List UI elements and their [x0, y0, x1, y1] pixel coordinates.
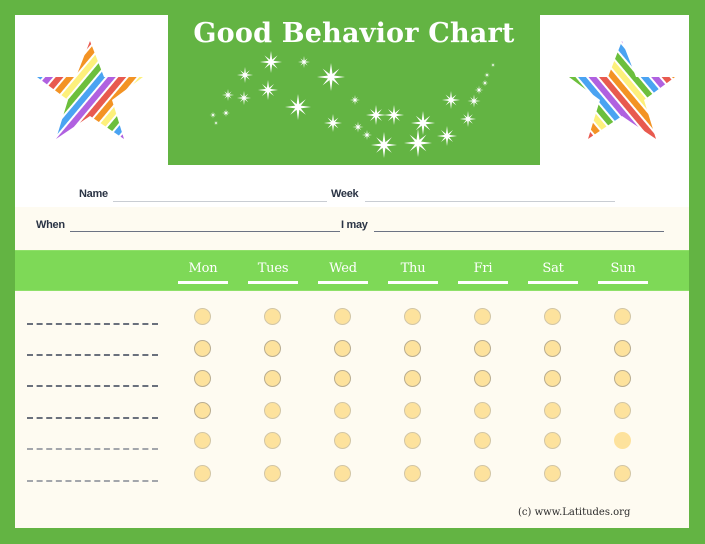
name-label: Name [79, 188, 108, 200]
check-circle[interactable] [474, 370, 491, 387]
day-underline [598, 281, 648, 284]
check-circle[interactable] [404, 370, 421, 387]
day-underline [458, 281, 508, 284]
day-underline [248, 281, 298, 284]
check-circle[interactable] [334, 432, 351, 449]
behavior-field-2[interactable] [27, 354, 158, 356]
when-i-may-row: When I may [15, 207, 689, 250]
check-circle[interactable] [334, 308, 351, 325]
check-circle[interactable] [544, 465, 561, 482]
check-circle[interactable] [474, 432, 491, 449]
day-header-sat: Sat [528, 251, 578, 284]
day-underline [178, 281, 228, 284]
check-circle[interactable] [474, 465, 491, 482]
day-underline [528, 281, 578, 284]
rainbow-star-icon [37, 41, 143, 139]
check-circle[interactable] [614, 402, 631, 419]
behavior-field-1[interactable] [27, 323, 158, 325]
name-field[interactable] [113, 201, 327, 202]
day-header-bar: Mon Tues Wed Thu Fri Sat Sun [15, 250, 689, 291]
rainbow-star-icon [569, 41, 675, 139]
check-circle[interactable] [264, 340, 281, 357]
check-circle[interactable] [334, 340, 351, 357]
day-header-sun: Sun [598, 251, 648, 284]
behavior-field-4[interactable] [27, 417, 158, 419]
sparkle-trail-icon [209, 51, 496, 158]
day-header-mon: Mon [178, 251, 228, 284]
i-may-label: I may [341, 219, 368, 231]
week-field[interactable] [365, 201, 615, 202]
check-circle[interactable] [544, 432, 561, 449]
right-star-panel [540, 15, 689, 178]
day-header-tues: Tues [248, 251, 298, 284]
day-underline [388, 281, 438, 284]
check-circle[interactable] [264, 432, 281, 449]
check-circle[interactable] [544, 370, 561, 387]
check-circle[interactable] [474, 308, 491, 325]
check-circle[interactable] [264, 370, 281, 387]
copyright-text: (c) www.Latitudes.org [518, 507, 631, 518]
behavior-field-5[interactable] [27, 448, 158, 450]
check-circle[interactable] [614, 308, 631, 325]
name-week-row: Name Week [15, 165, 689, 207]
check-circle[interactable] [194, 432, 211, 449]
chart-title: Good Behavior Chart [193, 18, 515, 49]
check-circle[interactable] [194, 465, 211, 482]
day-header-wed: Wed [318, 251, 368, 284]
check-circle[interactable] [614, 432, 631, 449]
check-circle[interactable] [474, 340, 491, 357]
day-header-thu: Thu [388, 251, 438, 284]
check-circle[interactable] [194, 340, 211, 357]
check-circle[interactable] [614, 370, 631, 387]
when-field[interactable] [70, 231, 340, 232]
week-label: Week [331, 188, 359, 200]
check-circle[interactable] [194, 402, 211, 419]
when-label: When [36, 219, 65, 231]
day-underline [318, 281, 368, 284]
behavior-field-3[interactable] [27, 385, 158, 387]
check-circle[interactable] [544, 340, 561, 357]
header-banner: Good Behavior Chart [168, 15, 540, 167]
check-circle[interactable] [474, 402, 491, 419]
check-circle[interactable] [614, 465, 631, 482]
check-circle[interactable] [404, 308, 421, 325]
check-circle[interactable] [334, 402, 351, 419]
check-circle[interactable] [334, 370, 351, 387]
left-star-panel [15, 15, 168, 178]
check-circle[interactable] [264, 465, 281, 482]
check-circle[interactable] [404, 465, 421, 482]
check-circle[interactable] [544, 402, 561, 419]
behavior-field-6[interactable] [27, 480, 158, 482]
check-circle[interactable] [404, 402, 421, 419]
check-circle[interactable] [404, 432, 421, 449]
check-circle[interactable] [194, 370, 211, 387]
check-circle[interactable] [614, 340, 631, 357]
check-circle[interactable] [404, 340, 421, 357]
check-circle[interactable] [194, 308, 211, 325]
check-circle[interactable] [264, 308, 281, 325]
check-circle[interactable] [264, 402, 281, 419]
check-circle[interactable] [334, 465, 351, 482]
check-circle[interactable] [544, 308, 561, 325]
day-header-fri: Fri [458, 251, 508, 284]
i-may-field[interactable] [374, 231, 664, 232]
